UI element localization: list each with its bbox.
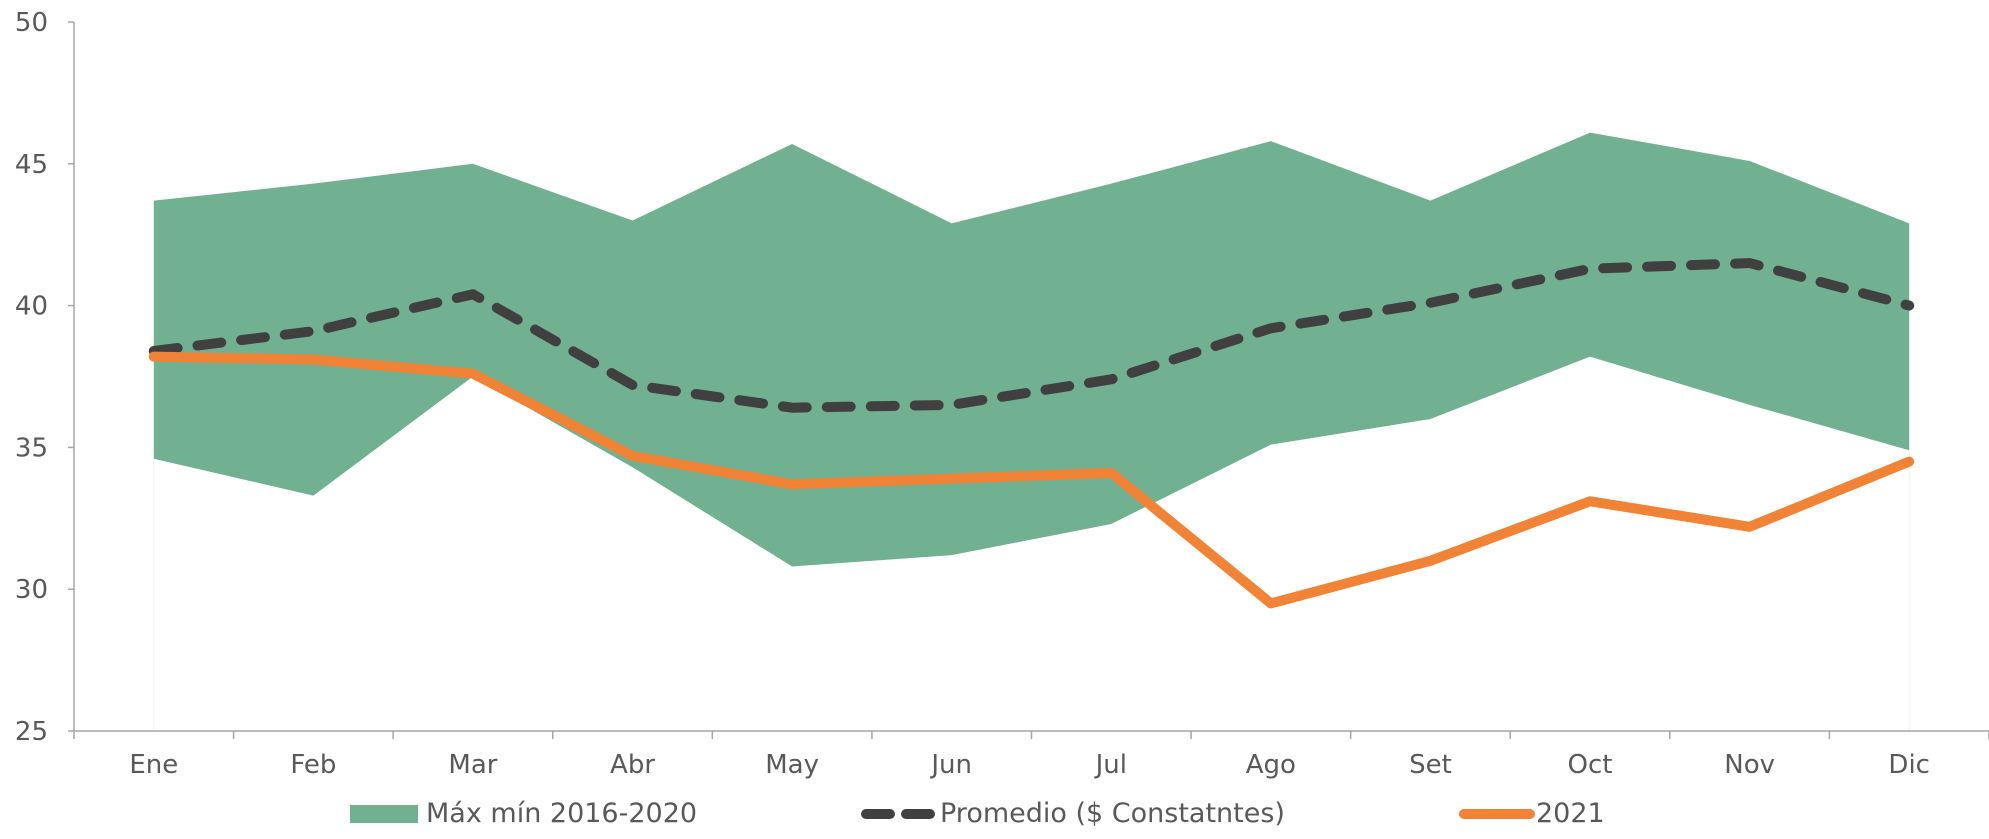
legend-label-2021: 2021 xyxy=(1536,798,1605,829)
x-tick-label: May xyxy=(765,750,819,780)
x-tick-label: Mar xyxy=(448,750,497,780)
y-tick-label: 45 xyxy=(15,150,48,180)
legend-label-promedio: Promedio ($ Constatntes) xyxy=(940,798,1285,829)
y-tick-label: 30 xyxy=(15,575,48,605)
x-tick-label: Abr xyxy=(610,750,655,780)
legend-label-band: Máx mín 2016-2020 xyxy=(426,798,697,829)
legend-swatch-band xyxy=(350,805,418,823)
series-line-promedio xyxy=(148,258,1915,413)
x-tick-label: Ene xyxy=(129,750,178,780)
y-tick-label: 35 xyxy=(15,433,48,463)
y-tick-label: 25 xyxy=(15,717,48,747)
x-tick-label: Feb xyxy=(290,750,336,780)
x-tick-label: Dic xyxy=(1888,750,1930,780)
series-line-2021 xyxy=(148,351,1915,609)
y-tick-label: 40 xyxy=(15,292,48,322)
x-tick-label: Set xyxy=(1409,750,1452,780)
x-tick-label: Jul xyxy=(1094,750,1127,780)
x-tick-label: Oct xyxy=(1568,750,1613,780)
y-tick-label: 50 xyxy=(15,8,48,38)
band-area-max-min xyxy=(153,132,1910,567)
x-tick-label: Ago xyxy=(1246,750,1296,780)
x-tick-label: Jun xyxy=(929,750,972,780)
x-tick-label: Nov xyxy=(1724,750,1775,780)
